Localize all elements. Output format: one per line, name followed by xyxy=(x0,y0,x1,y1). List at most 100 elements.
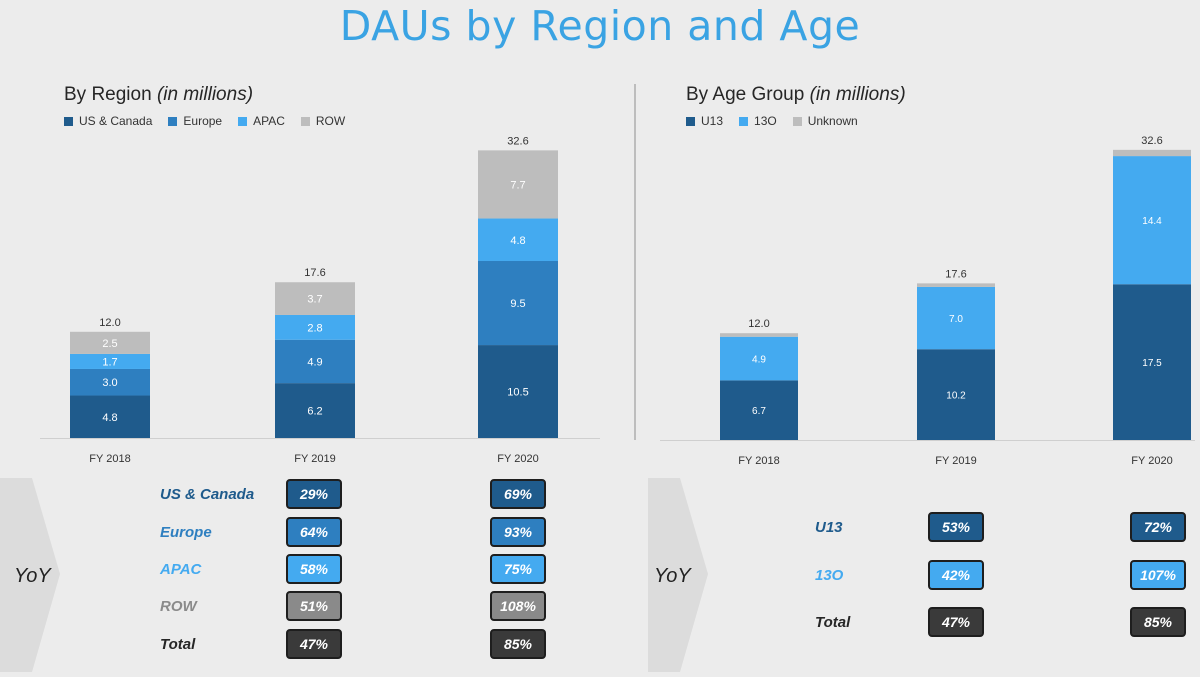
bar-segment-region-2-1 xyxy=(275,383,355,438)
bar-segment-age-1-1 xyxy=(720,380,798,440)
total-label-age-1: 12.0 xyxy=(748,318,769,330)
yoy-badge-13o-fy2020: 107% xyxy=(1130,560,1186,590)
yoy-badge-total-fy2019: 47% xyxy=(286,629,342,659)
tick-label-age-3: FY 2020 xyxy=(1131,455,1172,467)
yoy-badge-age-total-fy2019: 47% xyxy=(928,607,984,637)
legend-item-europe: Europe xyxy=(168,114,222,128)
data-label-age-1-2: 4.9 xyxy=(752,355,766,366)
age-title-note: (in millions) xyxy=(809,84,906,105)
tick-label-region-3: FY 2020 xyxy=(497,453,538,465)
data-label-age-2-1: 10.2 xyxy=(946,391,966,402)
yoy-row-label-total: Total xyxy=(160,636,196,653)
region-title-text: By Region xyxy=(64,84,152,105)
bar-segment-age-3-2 xyxy=(1113,156,1191,285)
charts-canvas: 4.8 3.0 1.7 2.5 12.0 FY 2018 6.2 4.9 2.8 3.7 17.6 F… xyxy=(40,135,1195,467)
data-label-region-3-4: 7.7 xyxy=(510,179,525,191)
bar-segment-age-3-1 xyxy=(1113,284,1191,440)
yoy-label-age: YoY xyxy=(654,565,691,587)
bar-segment-region-1-3 xyxy=(70,353,150,369)
region-legend: US & Canada Europe APAC ROW xyxy=(64,114,345,128)
yoy-badge-apac-fy2020: 75% xyxy=(490,554,546,584)
legend-swatch xyxy=(792,116,802,126)
yoy-badge-total-fy2020: 85% xyxy=(490,629,546,659)
panel-divider xyxy=(634,84,636,440)
yoy-row-label-europe: Europe xyxy=(160,524,212,541)
data-label-region-1-2: 3.0 xyxy=(102,377,117,389)
legend-item-u13: U13 xyxy=(686,114,723,128)
total-label-region-2: 17.6 xyxy=(304,267,325,279)
yoy-row-label-apac: APAC xyxy=(160,561,202,578)
yoy-badge-row-fy2019: 51% xyxy=(286,591,342,621)
yoy-row-label-u13: U13 xyxy=(815,519,843,536)
legend-label: Unknown xyxy=(807,114,858,128)
legend-swatch xyxy=(686,116,695,126)
yoy-badge-us-canada-fy2020: 69% xyxy=(490,479,546,509)
legend-item-13o: 13O xyxy=(739,114,777,128)
data-label-region-1-4: 2.5 xyxy=(102,338,117,350)
data-label-region-2-3: 2.8 xyxy=(307,322,322,334)
bar-segment-region-1-1 xyxy=(70,395,150,438)
data-label-age-2-2: 7.0 xyxy=(949,314,963,325)
data-label-age-3-1: 17.5 xyxy=(1142,358,1162,369)
data-label-region-1-3: 1.7 xyxy=(102,356,117,368)
bar-segment-age-2-3 xyxy=(917,283,995,287)
legend-swatch xyxy=(168,116,178,126)
legend-label: APAC xyxy=(253,114,285,128)
age-legend: U13 13O Unknown xyxy=(686,114,858,128)
legend-label: US & Canada xyxy=(79,114,153,128)
total-label-age-2: 17.6 xyxy=(945,268,966,280)
age-chart-title: By Age Group (in millions) xyxy=(686,84,906,106)
yoy-row-label-13o: 13O xyxy=(815,567,844,584)
total-label-age-3: 32.6 xyxy=(1141,135,1162,147)
yoy-label-region: YoY xyxy=(14,565,51,587)
region-chart-title: By Region (in millions) xyxy=(64,84,253,106)
data-label-age-1-1: 6.7 xyxy=(752,406,766,417)
age-title-text: By Age Group xyxy=(686,84,805,105)
yoy-badge-u13-fy2019: 53% xyxy=(928,512,984,542)
data-label-region-1-1: 4.8 xyxy=(102,412,117,424)
data-label-region-2-4: 3.7 xyxy=(307,294,322,306)
legend-item-row: ROW xyxy=(300,114,345,128)
yoy-badge-apac-fy2019: 58% xyxy=(286,554,342,584)
yoy-badge-age-total-fy2020: 85% xyxy=(1130,607,1186,637)
yoy-badge-row-fy2020: 108% xyxy=(490,591,546,621)
bar-segment-region-3-3 xyxy=(478,218,558,261)
legend-item-apac: APAC xyxy=(238,114,285,128)
yoy-badge-us-canada-fy2019: 29% xyxy=(286,479,342,509)
tick-label-age-2: FY 2019 xyxy=(935,455,976,467)
bar-segment-region-3-4 xyxy=(478,150,558,219)
yoy-row-label-age-total: Total xyxy=(815,614,851,631)
legend-item-unknown: Unknown xyxy=(792,114,858,128)
legend-swatch xyxy=(238,116,248,126)
legend-swatch xyxy=(739,116,749,126)
legend-swatch xyxy=(300,116,310,126)
bar-segment-age-1-3 xyxy=(720,333,798,337)
bar-segment-age-1-2 xyxy=(720,336,798,381)
yoy-chevron-right xyxy=(648,478,708,672)
region-title-note: (in millions) xyxy=(156,84,254,105)
legend-item-us-canada: US & Canada xyxy=(64,114,152,128)
yoy-chevron-left xyxy=(0,478,60,672)
legend-label: Europe xyxy=(183,114,223,128)
bar-segment-region-2-2 xyxy=(275,339,355,384)
bar-segment-region-3-1 xyxy=(478,345,558,438)
total-label-region-1: 12.0 xyxy=(99,317,120,329)
data-label-region-3-1: 10.5 xyxy=(507,387,528,399)
tick-label-region-1: FY 2018 xyxy=(89,453,130,465)
slide-title: DAUs by Region and Age xyxy=(339,2,861,50)
bar-segment-age-2-2 xyxy=(917,286,995,350)
data-label-region-3-3: 4.8 xyxy=(510,235,525,247)
bar-segment-age-2-1 xyxy=(917,349,995,440)
legend-swatch xyxy=(64,116,73,126)
tick-label-region-2: FY 2019 xyxy=(294,453,335,465)
legend-label: 13O xyxy=(754,114,777,128)
data-label-region-2-1: 6.2 xyxy=(307,406,322,418)
bar-segment-region-2-3 xyxy=(275,314,355,340)
bar-segment-age-3-3 xyxy=(1113,149,1191,157)
total-label-region-3: 32.6 xyxy=(507,135,528,147)
yoy-badge-europe-fy2019: 64% xyxy=(286,517,342,547)
data-label-age-3-2: 14.4 xyxy=(1142,216,1162,227)
legend-label: U13 xyxy=(701,114,724,128)
bar-segment-region-2-4 xyxy=(275,282,355,315)
